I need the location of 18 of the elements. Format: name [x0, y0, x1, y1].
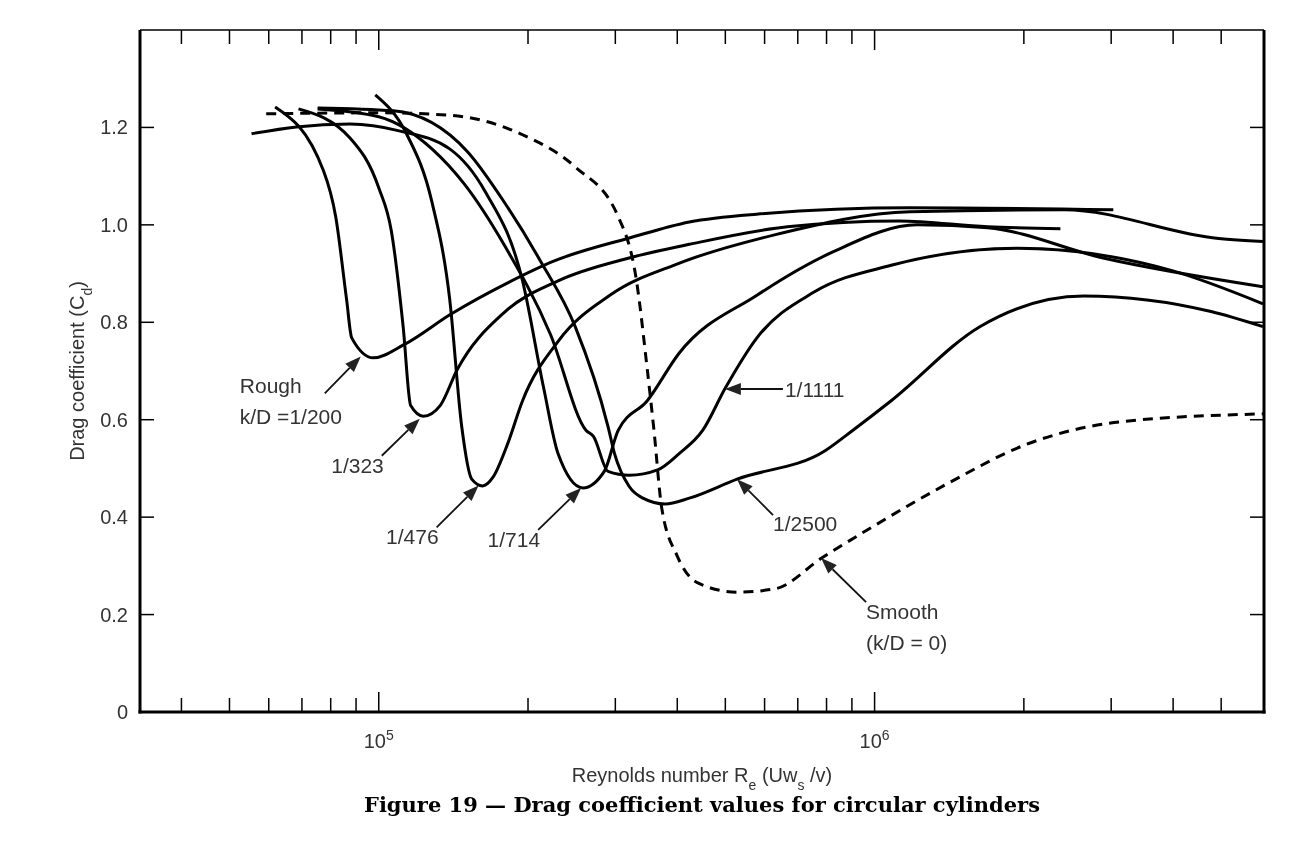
annotation: 1/323: [331, 453, 384, 477]
annotation: 1/476: [386, 525, 439, 549]
y-tick-label: 0.6: [100, 408, 128, 431]
y-tick-label: 0.2: [100, 603, 128, 626]
x-tick-label: 10$^{5}$: [363, 727, 394, 752]
annotation: Rough k/D =1/200: [239, 374, 342, 429]
y-tick-label: 1.0: [100, 213, 128, 236]
y-tick-label: 0.8: [100, 311, 128, 334]
annotation: 1/1111: [784, 378, 845, 402]
text: Figure 19 — Drag coefficient values for circular cylinders: [363, 792, 1041, 817]
x-tick-label: 10$^{6}$: [859, 727, 890, 752]
y-tick-label: 0: [116, 701, 128, 723]
annotation: Smooth (k/D = 0): [866, 600, 948, 655]
y-tick-label: 1.2: [100, 116, 128, 139]
y-tick-label: 0.4: [100, 506, 128, 529]
annotation: 1/714: [487, 527, 541, 551]
annotation: 1/2500: [773, 512, 838, 536]
x-axis-title: Reynolds number R$_{e}$ (Uw$_{s}$ /v): [571, 764, 833, 793]
